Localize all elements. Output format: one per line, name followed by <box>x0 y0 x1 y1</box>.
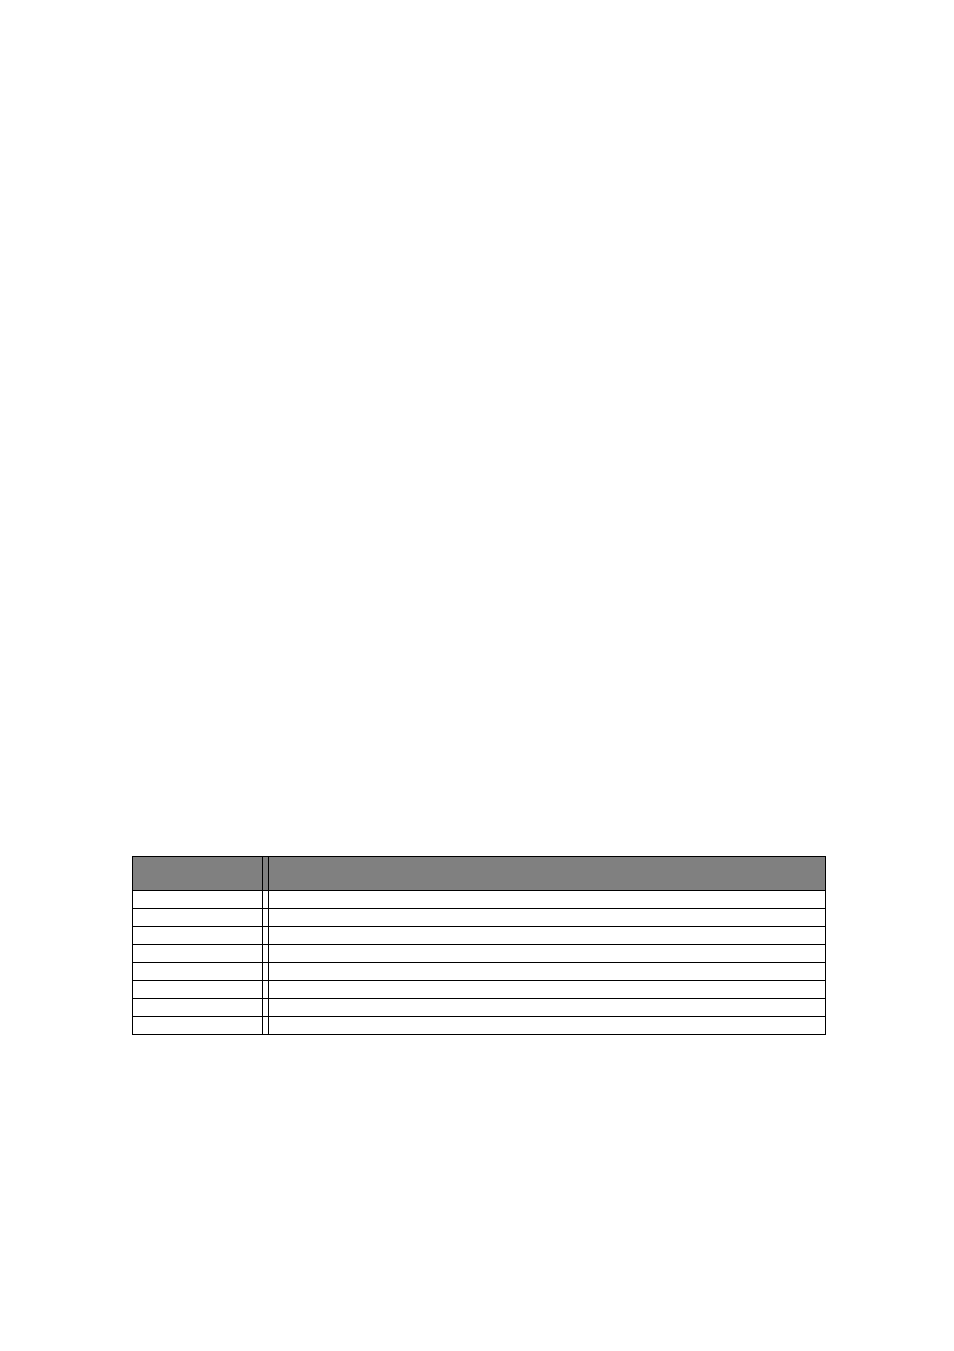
table-cell <box>269 963 826 981</box>
table-cell <box>269 999 826 1017</box>
table-row <box>133 999 826 1017</box>
table-header-row <box>133 857 826 891</box>
table-row <box>133 891 826 909</box>
table-cell <box>133 981 263 999</box>
table-cell <box>269 909 826 927</box>
table-cell <box>269 1017 826 1035</box>
table-cell <box>133 927 263 945</box>
table-header-cell <box>269 857 826 891</box>
table-cell <box>133 909 263 927</box>
table-cell <box>269 891 826 909</box>
table-row <box>133 927 826 945</box>
table-row <box>133 945 826 963</box>
table-header-cell <box>133 857 263 891</box>
table-cell <box>269 927 826 945</box>
table-body <box>133 891 826 1035</box>
data-table <box>132 856 826 1035</box>
table-cell <box>133 891 263 909</box>
table-cell <box>133 963 263 981</box>
table-cell <box>133 945 263 963</box>
table-cell <box>269 981 826 999</box>
table-row <box>133 909 826 927</box>
table-cell <box>133 1017 263 1035</box>
table-row <box>133 981 826 999</box>
table-row <box>133 1017 826 1035</box>
table-cell <box>269 945 826 963</box>
table-cell <box>133 999 263 1017</box>
table-row <box>133 963 826 981</box>
